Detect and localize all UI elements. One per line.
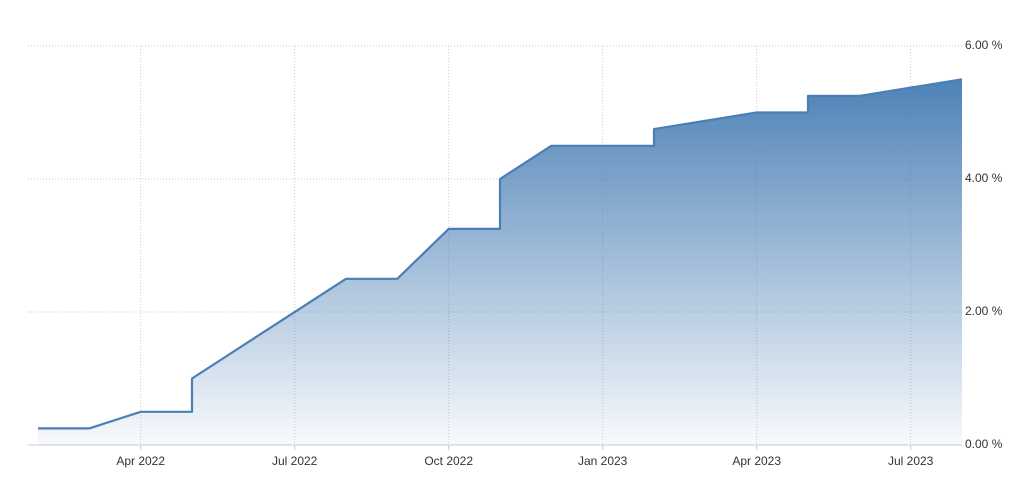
x-tick-label: Jan 2023 [578, 454, 628, 468]
x-tick-label: Apr 2023 [732, 454, 781, 468]
line [38, 78, 963, 430]
y-tick-label: 6.00 % [965, 38, 1003, 52]
x-tick-label: Oct 2022 [424, 454, 473, 468]
y-tick-label: 2.00 % [965, 304, 1003, 318]
y-tick-label: 4.00 % [965, 171, 1003, 185]
x-tick-label: Jul 2022 [272, 454, 318, 468]
x-tick-label: Jul 2023 [888, 454, 934, 468]
area-fill [38, 79, 962, 446]
y-tick-label: 0.00 % [965, 437, 1003, 451]
x-tick-label: Apr 2022 [116, 454, 165, 468]
